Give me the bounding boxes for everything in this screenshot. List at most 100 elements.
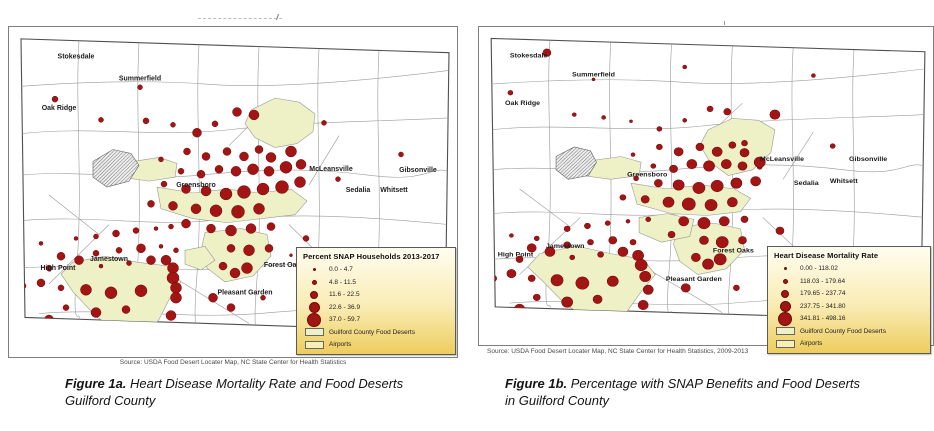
legend-dot-symbol [303, 268, 325, 272]
tract-dot [741, 140, 748, 147]
tract-dot [711, 146, 723, 157]
tract-dot [177, 168, 185, 175]
tract-dot [241, 262, 253, 274]
tract-dot [561, 296, 573, 308]
legend-class-row: 0.0 - 4.7 [303, 264, 449, 277]
tract-dot [750, 176, 761, 187]
tract-dot [62, 304, 70, 311]
legend-swatch-symbol [774, 327, 796, 336]
tract-dot [526, 243, 537, 253]
airport-area [92, 149, 140, 188]
tract-dot [591, 77, 596, 82]
legend-area-row: Guilford County Food Deserts [774, 325, 924, 338]
map-figure-1b: Stokesdale Summerfield Oak Ridge Greensboro… [478, 26, 934, 355]
place-label: Summerfield [119, 75, 161, 82]
place-label: McLeansville [760, 156, 804, 163]
tract-dot [166, 271, 180, 285]
place-label: Pleasant Garden [666, 276, 722, 283]
legend-class-label: 4.8 - 11.5 [329, 278, 356, 286]
place-label: Jamestown [90, 256, 128, 263]
tract-dot [201, 152, 211, 161]
tract-dot [160, 254, 172, 266]
tract-dot [637, 300, 649, 311]
tract-dot [160, 180, 168, 188]
tract-dot [727, 197, 738, 208]
legend-dot-symbol [303, 290, 325, 299]
tract-dot [681, 197, 696, 211]
tract-dot [606, 275, 619, 287]
tract-dot [136, 243, 146, 254]
tract-dot [239, 151, 249, 162]
tract-dot [335, 176, 341, 182]
tract-dot [629, 239, 637, 246]
caption-figure-1a: Figure 1a. Heart Disease Mortality Rate … [65, 376, 425, 409]
legend-class-label: 237.75 - 341.80 [800, 302, 846, 310]
legend-class-row: 237.75 - 341.80 [774, 300, 924, 313]
tract-dot [710, 180, 724, 192]
legend-dot-symbol [774, 311, 796, 326]
airport-swatch-icon [775, 339, 795, 348]
tract-dot [98, 117, 104, 123]
tract-dot [181, 218, 191, 229]
tract-dot [289, 253, 293, 257]
legend-class-label: 22.6 - 36.9 [329, 303, 361, 311]
tract-dot [740, 215, 749, 223]
legend-dot-symbol [303, 301, 325, 313]
caption-text: Heart Disease Mortality Rate and Food De… [65, 376, 404, 408]
airport-area [555, 146, 597, 180]
tract-dot [571, 112, 577, 117]
tract-dot [115, 247, 123, 254]
tract-dot [74, 255, 84, 265]
caption-figure-1b: Figure 1b. Percentage with SNAP Benefits… [505, 376, 865, 409]
tract-dot [728, 141, 737, 149]
tract-dot [98, 263, 104, 269]
tract-dot [533, 235, 540, 241]
tract-dot [196, 170, 206, 179]
source-note-1a: Source: USDA Food Desert Locater Map, NC… [119, 359, 347, 366]
tract-dot [80, 284, 92, 296]
legend-class-row: 37.0 - 59.7 [303, 312, 449, 327]
legend-area-row: Airports [774, 338, 924, 351]
tract-dot [142, 117, 150, 125]
tract-dot [132, 227, 140, 234]
tract-dot [715, 236, 729, 249]
tract-dot [686, 159, 698, 170]
page-artifact-tick [276, 14, 279, 20]
tract-dot [153, 226, 159, 231]
legend-class-row: 11.6 - 22.5 [303, 289, 449, 302]
tract-dot [563, 225, 571, 232]
tract-dot [656, 126, 663, 132]
tract-dot [662, 196, 675, 208]
legend-class-row: 179.65 - 237.74 [774, 288, 924, 301]
tract-dot [645, 216, 652, 222]
tract-dot [699, 235, 709, 245]
tract-dot [168, 223, 174, 230]
place-label: Whitsett [380, 187, 408, 194]
tract-dot [398, 151, 404, 158]
tract-boundary [48, 194, 100, 235]
legend-title: Percent SNAP Households 2013-2017 [303, 251, 440, 261]
legend-class-row: 0.00 - 118.02 [774, 263, 924, 276]
tract-dot [633, 175, 639, 182]
tract-dot [542, 48, 552, 57]
tract-boundary [21, 70, 449, 87]
tract-dot [593, 312, 602, 321]
tract-dot [36, 278, 46, 288]
tract-dot [753, 156, 766, 168]
tract-dot [515, 255, 524, 263]
tract-dot [507, 90, 514, 96]
tract-dot [253, 203, 265, 215]
tract-boundary [21, 117, 449, 135]
legend-dot-symbol [774, 289, 796, 298]
legend-swatch-symbol [303, 328, 325, 337]
legend-class-label: 179.65 - 237.74 [800, 290, 846, 298]
tract-dot [640, 195, 650, 204]
tract-boundary [491, 68, 925, 85]
legend-rows: 0.00 - 118.02 118.03 - 179.64 179.65 - 237… [774, 263, 924, 351]
tract-dot [639, 270, 652, 282]
place-label: Forest Oaks [713, 248, 754, 255]
tract-dot [697, 217, 711, 230]
page-artifact-tick [724, 21, 725, 25]
food-desert-swatch-icon [775, 327, 795, 336]
tract-dot [245, 223, 257, 234]
